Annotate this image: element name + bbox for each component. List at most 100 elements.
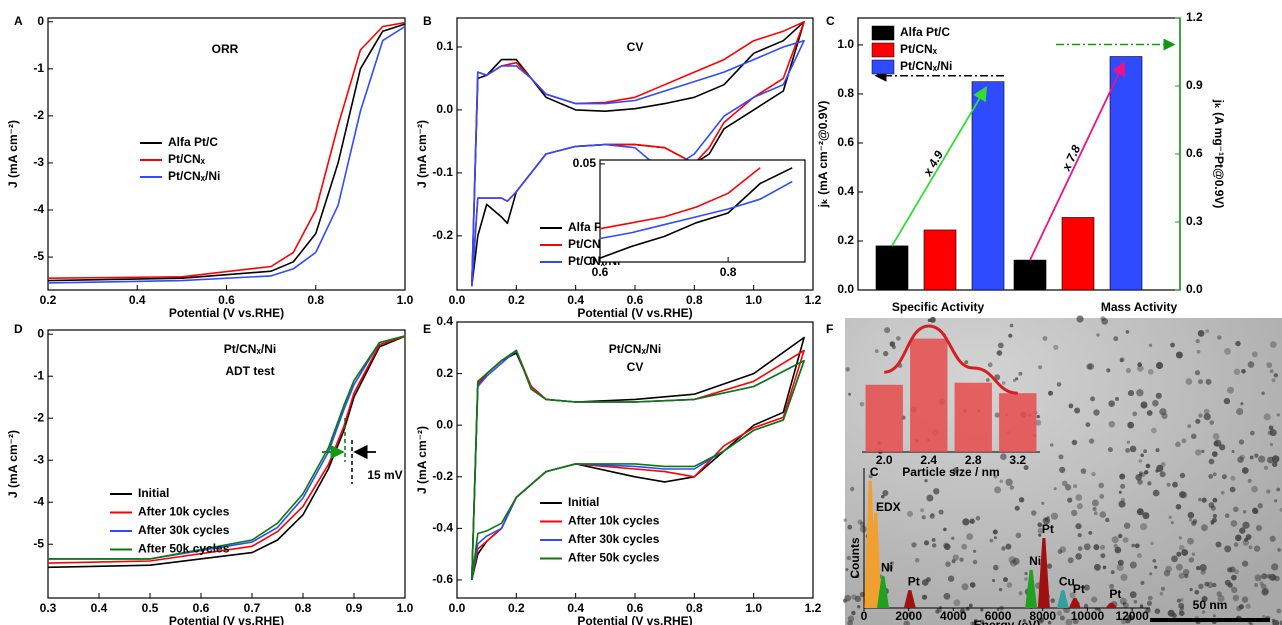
nanoparticle (1176, 564, 1183, 571)
annotation: CV (627, 360, 644, 374)
series-line (48, 27, 405, 283)
nanoparticle (1100, 553, 1105, 558)
y-axis-label: J (mA cm⁻²) (6, 430, 20, 498)
nanoparticle (1119, 491, 1122, 494)
nanoparticle (1113, 336, 1118, 341)
nanoparticle (911, 542, 916, 547)
nanoparticle (999, 479, 1003, 483)
nanoparticle (1205, 329, 1209, 333)
nanoparticle (1227, 387, 1234, 394)
nanoparticle (922, 595, 927, 600)
x-tick-label: 0.0 (449, 601, 466, 615)
x-axis-label: Energy (eV) (974, 618, 1041, 625)
nanoparticle (1077, 503, 1083, 509)
nanoparticle (1148, 369, 1154, 375)
nanoparticle (1188, 512, 1195, 519)
nanoparticle (961, 544, 967, 550)
x-tick-label: 0.2 (508, 293, 525, 307)
nanoparticle (1067, 498, 1072, 503)
nanoparticle (875, 349, 879, 353)
nanoparticle (1048, 391, 1053, 396)
y-tick-label: 0.0 (837, 282, 854, 296)
nanoparticle (1001, 546, 1005, 550)
x-tick-label: 0.2 (508, 601, 525, 615)
nanoparticle (1249, 545, 1253, 549)
nanoparticle (1041, 502, 1044, 505)
nanoparticle (1272, 378, 1276, 382)
legend-label: After 30k cycles (568, 532, 660, 546)
nanoparticle (1119, 474, 1125, 480)
nanoparticle (1190, 588, 1193, 591)
nanoparticle (1231, 587, 1237, 593)
nanoparticle (1131, 544, 1135, 548)
nanoparticle (1270, 369, 1274, 373)
nanoparticle (1074, 408, 1080, 414)
nanoparticle (1078, 546, 1083, 551)
nanoparticle (1140, 454, 1144, 458)
nanoparticle (1094, 564, 1101, 571)
nanoparticle (1031, 510, 1036, 515)
y-tick-label: 0.2 (837, 233, 854, 247)
nanoparticle (1010, 324, 1014, 328)
nanoparticle (1180, 492, 1187, 499)
nanoparticle (944, 593, 951, 600)
nanoparticle (1160, 471, 1166, 477)
y-tick-label: -4 (33, 202, 44, 216)
nanoparticle (1213, 614, 1216, 617)
x-tick-label: 0.8 (307, 293, 324, 307)
panel-label: C (826, 14, 835, 28)
nanoparticle (1198, 413, 1202, 417)
nanoparticle (1140, 523, 1147, 530)
nanoparticle (1225, 580, 1231, 586)
nanoparticle (973, 560, 978, 565)
nanoparticle (1254, 583, 1258, 587)
y2-tick-label: 0.3 (1186, 214, 1203, 228)
nanoparticle (932, 538, 936, 542)
legend-swatch (872, 60, 894, 74)
nanoparticle (939, 510, 944, 515)
nanoparticle (1170, 343, 1175, 348)
nanoparticle (1096, 333, 1099, 336)
nanoparticle (1219, 444, 1225, 450)
nanoparticle (1156, 393, 1162, 399)
nanoparticle (1198, 379, 1203, 384)
nanoparticle (1108, 400, 1115, 407)
nanoparticle (1254, 510, 1258, 514)
nanoparticle (1140, 581, 1144, 585)
nanoparticle (1150, 542, 1153, 545)
nanoparticle (1227, 567, 1232, 572)
nanoparticle (1195, 449, 1201, 455)
legend-label: After 50k cycles (138, 542, 230, 556)
nanoparticle (1050, 443, 1054, 447)
annotation: 15 mV (367, 468, 402, 482)
nanoparticle (1130, 591, 1137, 598)
nanoparticle (1081, 468, 1087, 474)
nanoparticle (1147, 410, 1153, 416)
nanoparticle (1118, 560, 1124, 566)
annotation: Pt/CNₓ/Ni (224, 342, 276, 356)
nanoparticle (896, 336, 901, 341)
nanoparticle (1172, 613, 1177, 618)
y-axis-label: Counts (848, 537, 862, 579)
panel-label: A (14, 14, 23, 28)
y-tick-label: 0.4 (436, 314, 453, 328)
nanoparticle (1007, 582, 1013, 588)
nanoparticle (944, 544, 951, 551)
nanoparticle (926, 577, 931, 582)
nanoparticle (966, 533, 973, 540)
nanoparticle (1094, 511, 1098, 515)
peak-label: Pt (1042, 522, 1054, 536)
y2-tick-label: 0.0 (1186, 282, 1203, 296)
x-tick-label: 0.8 (720, 265, 737, 279)
nanoparticle (1179, 536, 1182, 539)
nanoparticle (1196, 339, 1200, 343)
nanoparticle (1232, 450, 1235, 453)
nanoparticle (920, 508, 924, 512)
nanoparticle (1053, 345, 1058, 350)
nanoparticle (976, 516, 981, 521)
panel-label: F (826, 322, 833, 336)
nanoparticle (1270, 536, 1276, 542)
legend-label: After 10k cycles (138, 505, 230, 519)
x-tick-label: 0.0 (449, 293, 466, 307)
x-category-label: Mass Activity (1101, 300, 1178, 314)
